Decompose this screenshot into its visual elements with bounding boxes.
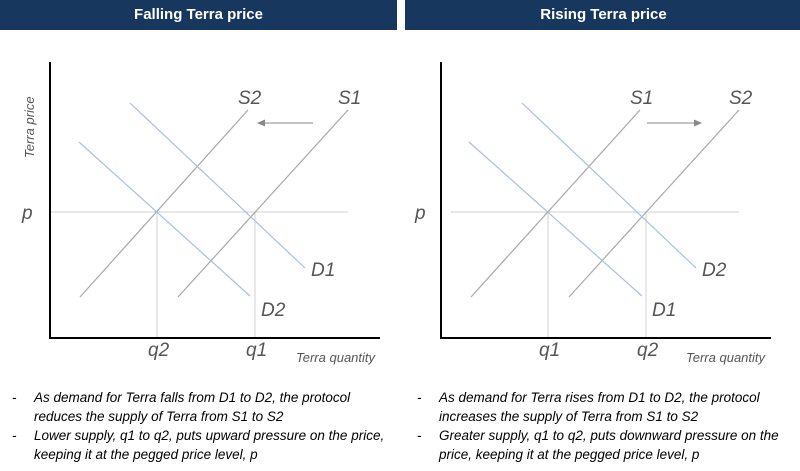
quantity-label-left: q2 [148, 340, 170, 361]
note-item: Greater supply, q1 to q2, puts downward … [415, 426, 800, 464]
panel-header: Rising Terra price [405, 0, 800, 30]
y-axis-label: Terra price [22, 96, 37, 158]
supply-curve-left [79, 109, 249, 298]
supply-curve-right [568, 109, 740, 298]
curve-label-supply-left: S1 [630, 88, 653, 109]
demand-curve-lower [78, 141, 251, 297]
x-axis-label: Terra quantity [686, 350, 767, 365]
curve-label-demand-upper: D1 [311, 260, 335, 281]
explanation-notes: As demand for Terra falls from D1 to D2,… [10, 388, 395, 464]
supply-demand-diagram: p S1 S2 D2 D1 q1 q2 Terra quantity [414, 62, 771, 365]
note-item: Lower supply, q1 to q2, puts upward pres… [10, 426, 395, 464]
arrow-head-left-icon [257, 119, 265, 127]
x-axis-label: Terra quantity [296, 350, 377, 365]
curve-label-supply-right: S2 [729, 88, 753, 109]
demand-curve-lower [468, 141, 643, 297]
price-label: p [414, 203, 426, 224]
supply-curve-right [177, 109, 349, 298]
curve-label-supply-left: S2 [238, 88, 262, 109]
note-item: As demand for Terra rises from D1 to D2,… [415, 388, 800, 426]
arrow-head-right-icon [694, 119, 702, 127]
supply-demand-diagram: Terra price p S2 S1 D1 D2 q2 q1 Terra qu… [21, 62, 380, 365]
explanation-notes: As demand for Terra rises from D1 to D2,… [415, 388, 800, 464]
demand-curve-upper [129, 102, 306, 269]
curve-label-demand-lower: D1 [652, 300, 676, 321]
curve-label-supply-right: S1 [338, 88, 361, 109]
quantity-label-right: q1 [246, 340, 267, 361]
panel-falling-price: Falling Terra price Terra price p S2 S1 … [0, 0, 397, 471]
curve-label-demand-lower: D2 [261, 300, 286, 321]
supply-curve-left [470, 109, 641, 298]
panel-rising-price: Rising Terra price p S1 S2 D2 D1 q1 q2 T… [405, 0, 800, 471]
panel-header: Falling Terra price [0, 0, 397, 30]
price-label: p [21, 203, 33, 224]
curve-label-demand-upper: D2 [702, 260, 727, 281]
note-item: As demand for Terra falls from D1 to D2,… [10, 388, 395, 426]
quantity-label-right: q2 [637, 340, 659, 361]
demand-curve-upper [521, 102, 697, 269]
quantity-label-left: q1 [539, 340, 560, 361]
